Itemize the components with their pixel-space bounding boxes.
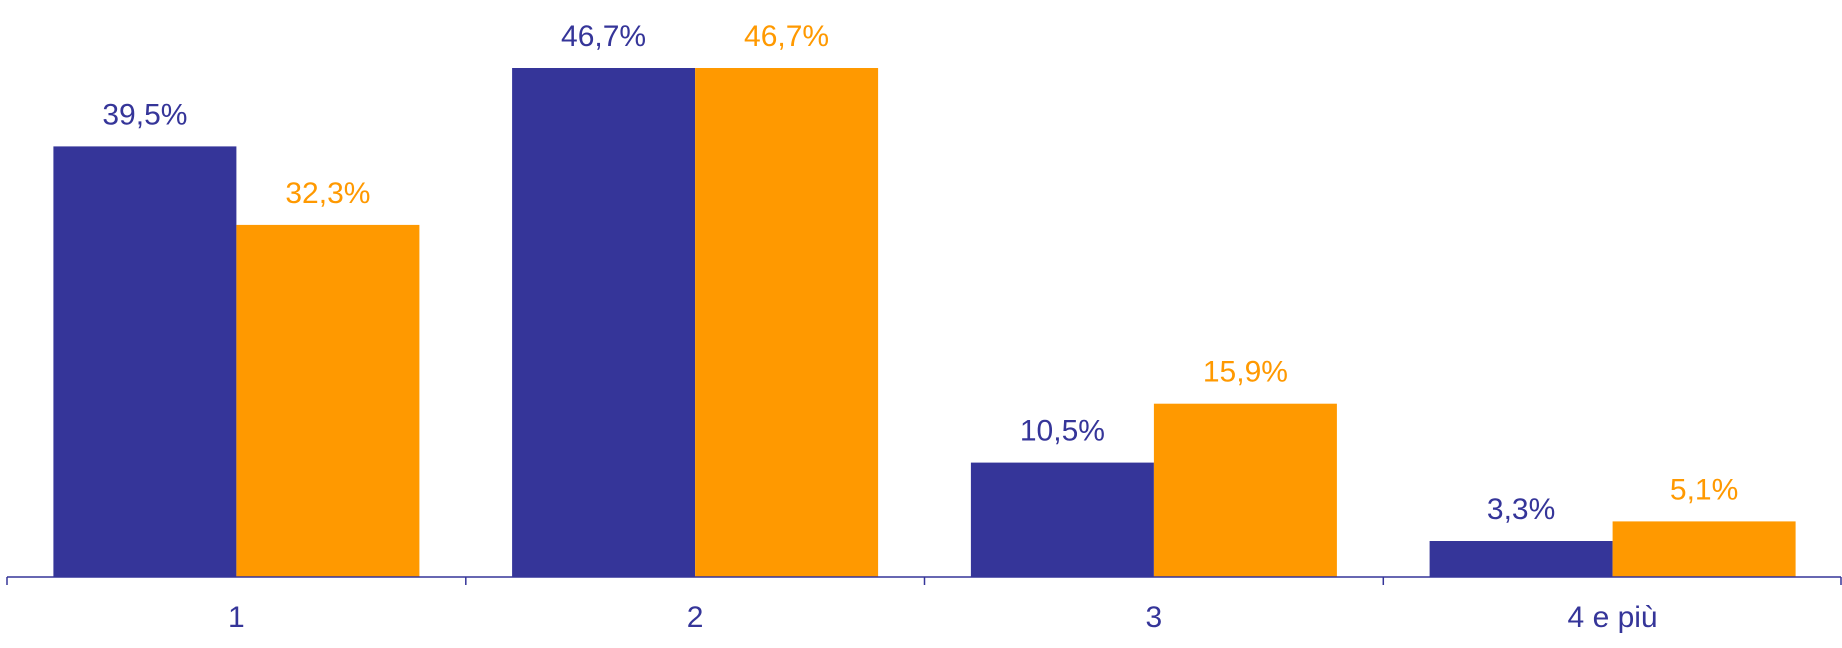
data-label-1-3: 10,5% <box>1020 415 1105 448</box>
bar-2-3 <box>1153 403 1337 577</box>
bar-2-4 <box>1612 521 1796 577</box>
data-label-2-2: 46,7% <box>744 20 829 53</box>
bar-1-4 <box>1429 541 1613 577</box>
bar-2-2 <box>695 68 879 577</box>
x-axis: 1 2 3 4 e più <box>6 576 1842 634</box>
category-label-4: 4 e più <box>1568 601 1658 634</box>
bar-2-1 <box>236 224 420 577</box>
data-label-2-1: 32,3% <box>285 177 370 210</box>
data-label-1-4: 3,3% <box>1487 493 1555 526</box>
data-label-1-2: 46,7% <box>561 20 646 53</box>
bar-1-1 <box>53 146 237 577</box>
category-label-3: 3 <box>1146 601 1163 634</box>
data-label-2-4: 5,1% <box>1670 473 1738 506</box>
category-label-2: 2 <box>687 601 704 634</box>
bar-1-2 <box>512 68 696 577</box>
category-label-1: 1 <box>228 601 245 634</box>
data-label-1-1: 39,5% <box>102 98 187 131</box>
bars-layer <box>53 68 1796 578</box>
data-label-2-3: 15,9% <box>1203 356 1288 389</box>
data-labels-layer: 39,5% 32,3% 46,7% 46,7% 10,5% 15,9% 3,3% 5,1% <box>102 20 1738 526</box>
bar-1-3 <box>970 462 1154 578</box>
